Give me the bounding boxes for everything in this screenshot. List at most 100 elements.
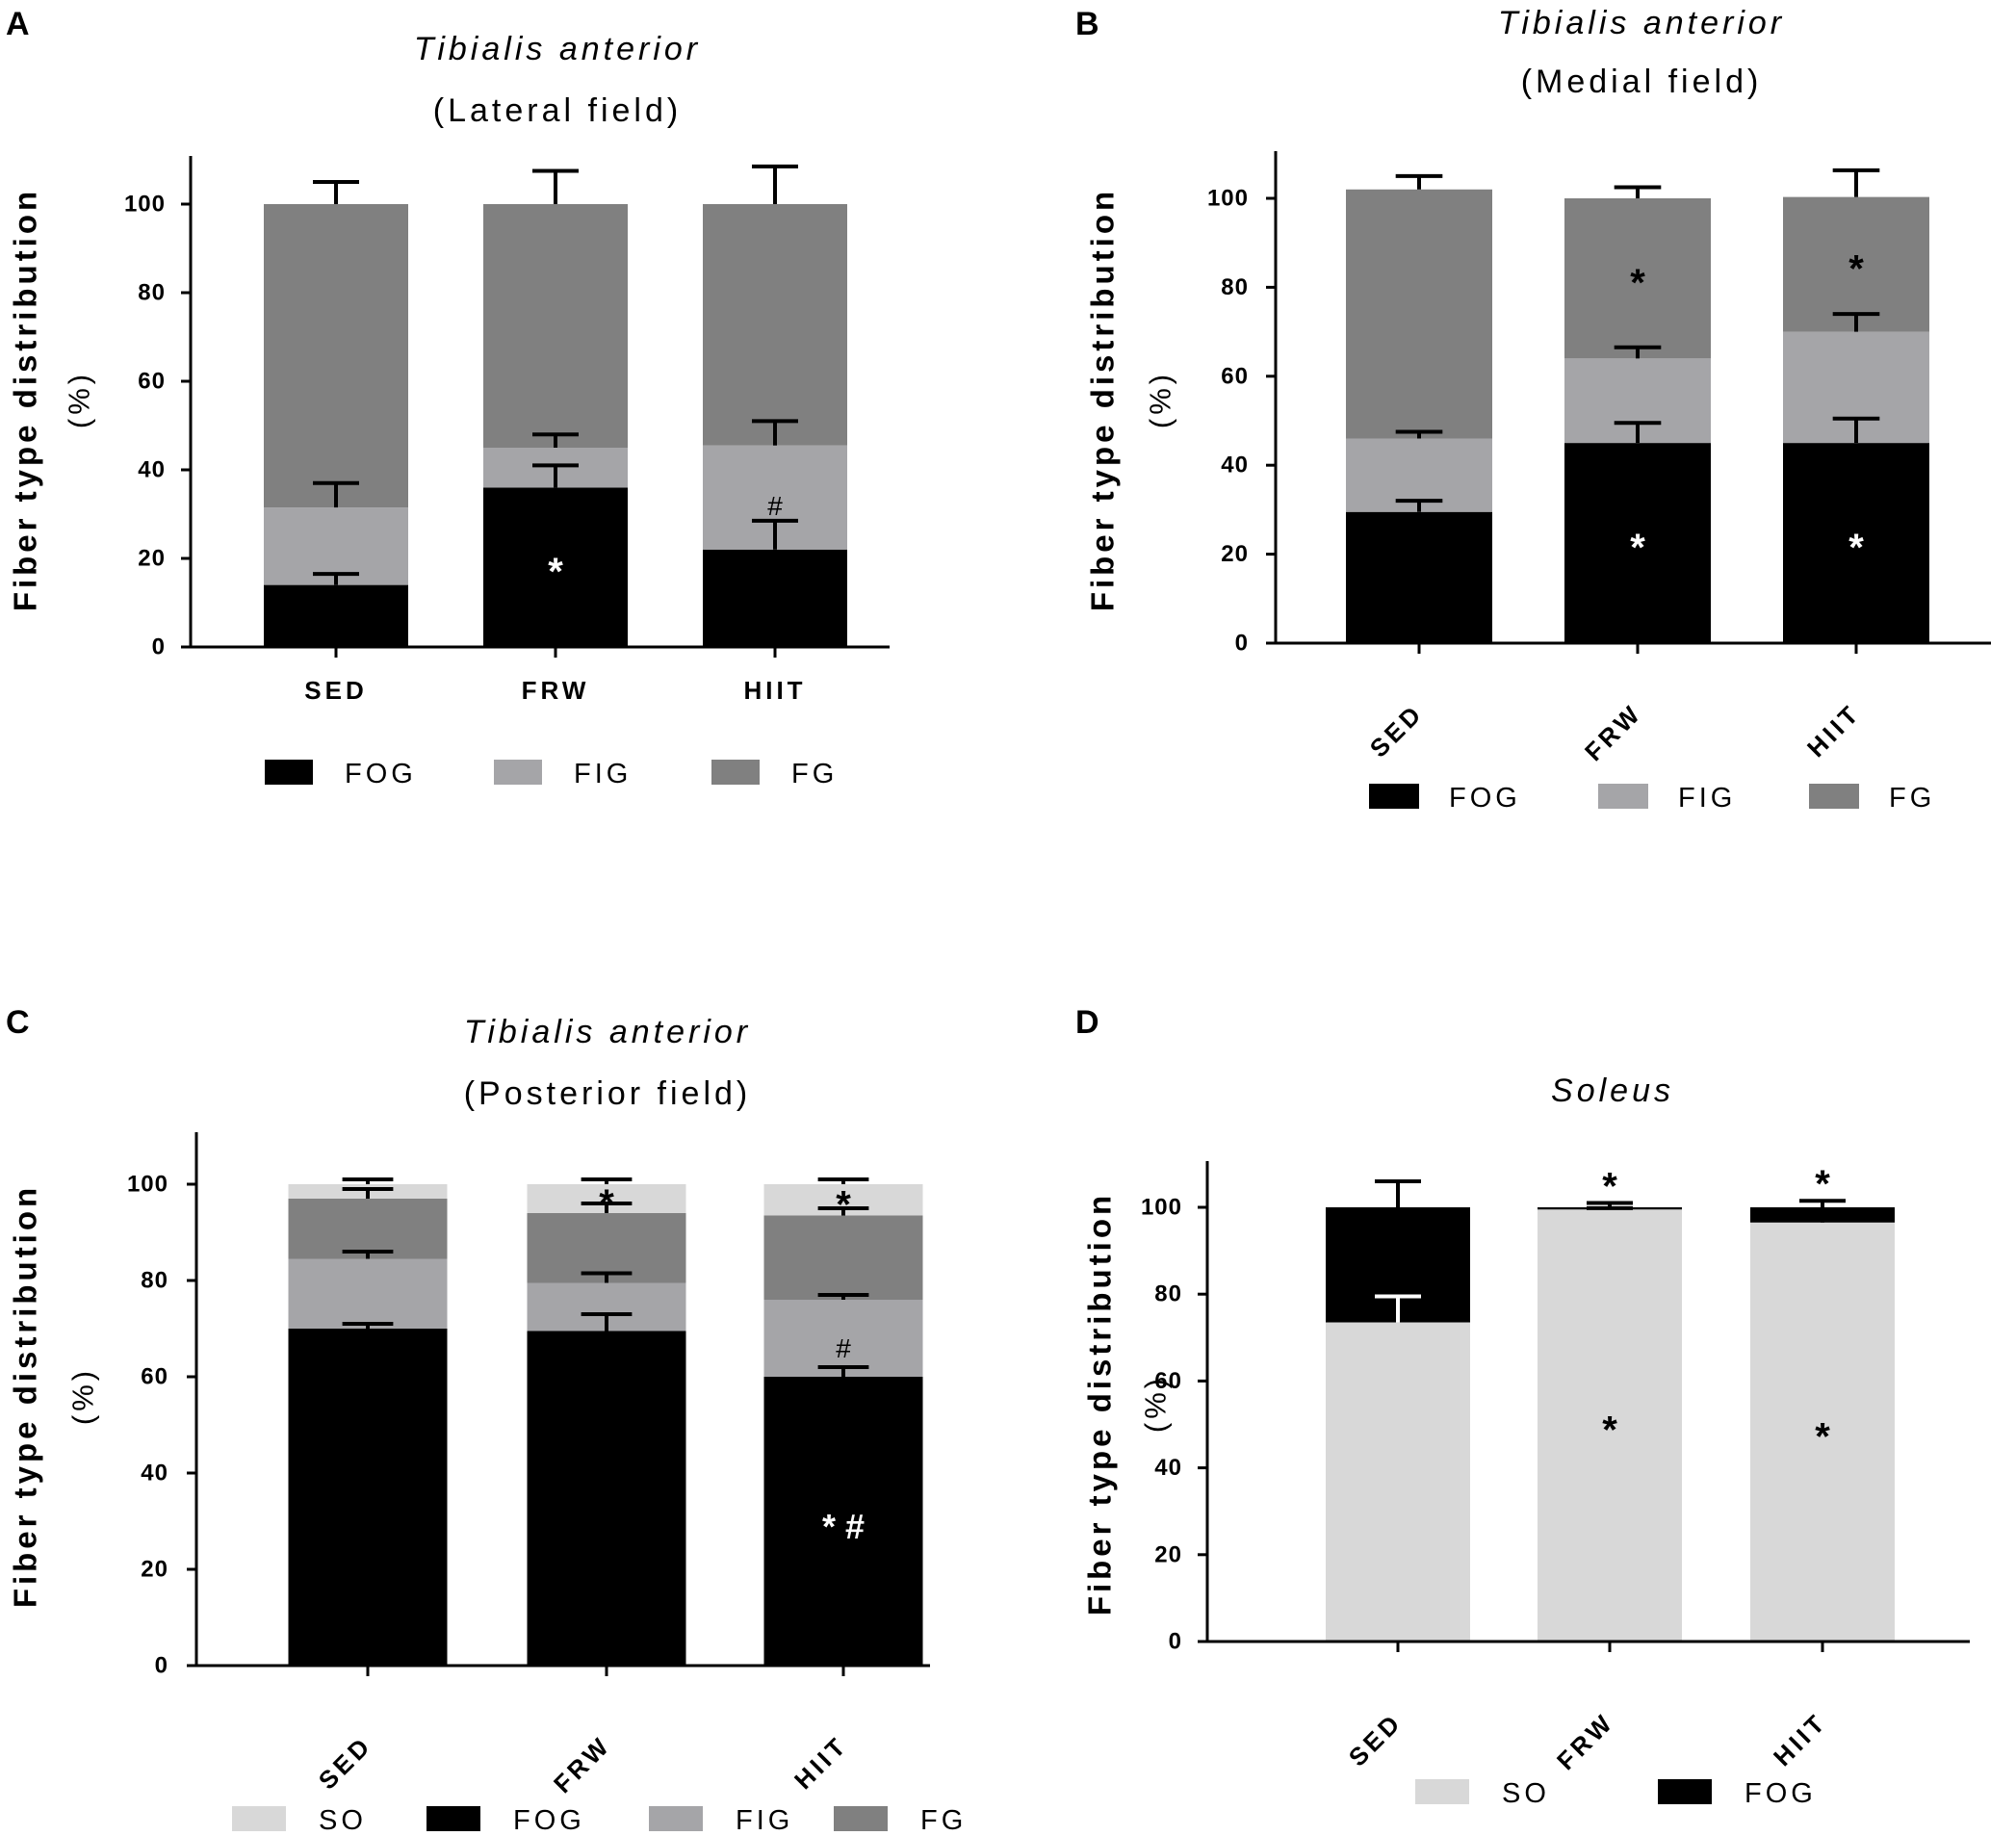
legend-label-FG: FG (791, 759, 838, 789)
bar-FG-SED (1346, 189, 1492, 439)
chart-title: Tibialis anterior (464, 1014, 751, 1050)
legend-swatch-FIG (649, 1806, 703, 1831)
x-category-label: SED (313, 1730, 378, 1796)
bar-FOG-SED (1346, 511, 1492, 643)
x-category-label: SED (1343, 1707, 1409, 1772)
significance-mark: * (1848, 248, 1864, 291)
legend-swatch-FOG (426, 1806, 480, 1831)
error-bars (313, 164, 798, 585)
bar-FOG-FRW (1564, 443, 1711, 643)
legend-label-FOG: FOG (1745, 1778, 1817, 1809)
y-tick-label: 40 (138, 457, 166, 483)
bar-SO-SED (1326, 1322, 1470, 1642)
legend-swatch-FG (711, 760, 760, 785)
y-tick-label: 0 (1235, 631, 1249, 657)
y-tick-label: 0 (152, 634, 166, 660)
x-category-label: FRW (1551, 1707, 1619, 1775)
significance-mark: * (1815, 1415, 1830, 1458)
x-category-label: FRW (1579, 698, 1647, 766)
legend-label-FOG: FOG (1449, 783, 1521, 814)
bar-FG-HIIT (703, 204, 847, 446)
legend: SO FOG (1415, 1778, 1817, 1809)
y-tick-label: 0 (1169, 1629, 1182, 1655)
significance-mark: * (548, 551, 563, 593)
y-tick-label: 40 (141, 1461, 168, 1487)
chart-panel-C: C Tibialis anterior (Posterior field) Fiber… (6, 1004, 967, 1836)
y-tick-label: 100 (1207, 186, 1249, 212)
annotations: * * * * (1602, 1163, 1830, 1458)
legend: SO FOG FIG FG (232, 1805, 967, 1836)
legend-label-SO: SO (1502, 1778, 1550, 1809)
x-category-label: FRW (522, 676, 590, 705)
y-axis-unit: (%) (1139, 1375, 1173, 1433)
y-tick-label: 20 (1221, 541, 1249, 567)
y-tick-label: 60 (1221, 363, 1249, 389)
y-tick-label: 100 (124, 192, 166, 218)
bar-FOG-FRW (483, 487, 628, 647)
significance-mark: # (836, 1333, 851, 1363)
legend-swatch-SO (1415, 1779, 1469, 1804)
bar-SO-FRW (1538, 1209, 1682, 1642)
y-tick-label: 0 (155, 1653, 168, 1679)
significance-mark: * (1602, 1409, 1617, 1452)
legend-label-FG: FG (1889, 783, 1935, 814)
x-category-label: SED (1364, 698, 1430, 763)
y-tick-label: 80 (138, 280, 166, 306)
panel-label: A (6, 6, 30, 42)
y-tick-label: 100 (1141, 1195, 1182, 1221)
chart-panel-D: D Soleus Fiber type distribution (%) 0 20 40 60… (1075, 1004, 1970, 1809)
legend-label-FOG: FOG (513, 1805, 585, 1836)
legend-swatch-FOG (1658, 1779, 1712, 1804)
bar-FOG-HIIT (1750, 1207, 1895, 1223)
bar-FG-HIIT (1783, 196, 1929, 332)
bar-FOG-HIIT (763, 1377, 923, 1666)
bar-FOG-HIIT (1783, 443, 1929, 643)
legend-label-FIG: FIG (574, 759, 632, 789)
y-tick-label: 40 (1154, 1455, 1182, 1481)
y-axis-unit: (%) (66, 1367, 100, 1425)
y-tick-label: 100 (127, 1172, 168, 1198)
significance-mark: * (1630, 262, 1645, 304)
significance-mark: * (599, 1182, 614, 1225)
legend-swatch-FG (1809, 784, 1859, 809)
x-category-label: HIIT (1801, 698, 1866, 763)
chart-subtitle: (Medial field) (1521, 64, 1763, 100)
significance-mark: * # (822, 1507, 865, 1546)
panel-label: C (6, 1004, 30, 1041)
annotations: * * * * (1630, 248, 1864, 569)
bars (288, 1184, 923, 1666)
chart-panel-A: A Tibialis anterior (Lateral field) Fiber t… (6, 6, 890, 789)
significance-mark: * (1848, 527, 1864, 569)
legend-label-FG: FG (920, 1805, 967, 1836)
legend: FOG FIG FG (265, 759, 838, 789)
y-tick-label: 20 (138, 546, 166, 572)
chart-title: Soleus (1551, 1073, 1674, 1109)
bar-FG-HIIT (763, 1215, 923, 1300)
panel-label: D (1075, 1004, 1099, 1041)
significance-mark: # (767, 491, 783, 521)
bar-FG-FRW (527, 1213, 686, 1283)
legend-swatch-FOG (265, 760, 313, 785)
x-category-label: FRW (548, 1730, 616, 1798)
legend-label-FOG: FOG (345, 759, 417, 789)
bar-FOG-FRW (527, 1331, 686, 1666)
y-tick-label: 20 (1154, 1541, 1182, 1567)
x-category-label: HIIT (743, 676, 806, 705)
panel-label: B (1075, 6, 1099, 42)
significance-mark: * (1602, 1165, 1617, 1207)
y-axis-label: Fiber type distribution (8, 188, 43, 611)
bar-FIG-HIIT (763, 1300, 923, 1377)
x-category-label: HIIT (788, 1730, 853, 1795)
y-tick-label: 60 (1154, 1368, 1182, 1394)
y-axis-label: Fiber type distribution (1082, 1192, 1118, 1616)
y-tick-label: 60 (141, 1364, 168, 1390)
y-tick-label: 20 (141, 1557, 168, 1583)
legend-label-FIG: FIG (736, 1805, 793, 1836)
x-category-label: SED (304, 676, 367, 705)
y-tick-label: 80 (1154, 1281, 1182, 1307)
chart-title: Tibialis anterior (1498, 5, 1785, 41)
y-axis-label: Fiber type distribution (8, 1184, 43, 1608)
bar-FIG-SED (288, 1258, 448, 1329)
y-axis-label: Fiber type distribution (1085, 188, 1121, 611)
